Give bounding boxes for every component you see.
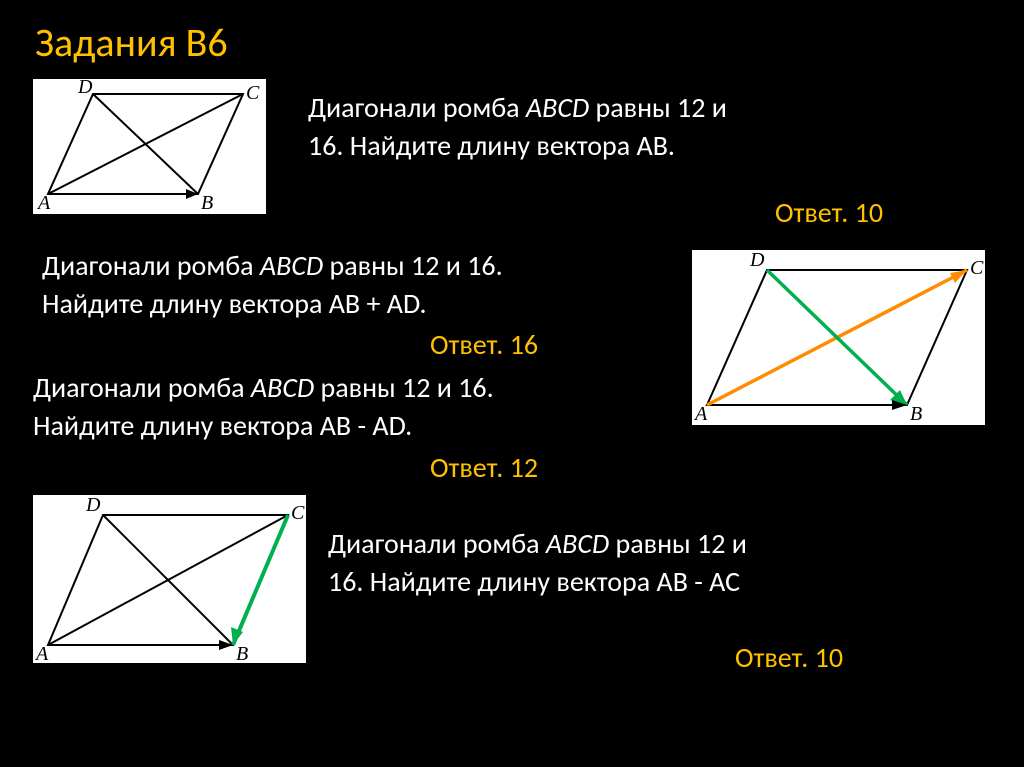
problem-4-text: Диагонали ромба ABCD равны 12 и 16. Найд… bbox=[328, 525, 1008, 601]
answer-1: Ответ. 10 bbox=[775, 195, 883, 230]
diagram-2: A B C D bbox=[692, 250, 985, 425]
answer-4: Ответ. 10 bbox=[735, 640, 843, 675]
p4-l1a: Диагонали ромба bbox=[328, 526, 546, 561]
answer-3: Ответ. 12 bbox=[430, 450, 538, 485]
p3-l2: Найдите длину вектора AB - AD. bbox=[33, 408, 412, 443]
problem-2-text: Диагонали ромба ABCD равны 12 и 16. Найд… bbox=[42, 247, 682, 323]
p3-l1b: равны 12 и 16. bbox=[314, 370, 493, 405]
diagram-1: A B C D bbox=[33, 79, 266, 214]
answer-2: Ответ. 16 bbox=[430, 327, 538, 362]
svg-text:B: B bbox=[201, 192, 213, 214]
p1-l1b: равны 12 и bbox=[589, 90, 727, 125]
svg-text:D: D bbox=[85, 495, 101, 516]
svg-text:C: C bbox=[246, 82, 260, 104]
svg-text:D: D bbox=[749, 250, 765, 271]
p3-l1a: Диагонали ромба bbox=[33, 370, 251, 405]
svg-text:A: A bbox=[36, 192, 51, 214]
p4-l2: 16. Найдите длину вектора AB - AC bbox=[328, 564, 740, 599]
slide-title: Задания В6 bbox=[0, 0, 1024, 67]
p2-abcd: ABCD bbox=[260, 248, 323, 283]
svg-text:B: B bbox=[910, 403, 922, 425]
svg-text:D: D bbox=[77, 79, 93, 98]
svg-text:C: C bbox=[970, 257, 984, 279]
p4-l1b: равны 12 и bbox=[609, 526, 747, 561]
problem-3-text: Диагонали ромба ABCD равны 12 и 16. Найд… bbox=[33, 369, 673, 445]
diagram-3: A B C D bbox=[33, 495, 306, 663]
p1-l1a: Диагонали ромба bbox=[308, 90, 526, 125]
p3-abcd: ABCD bbox=[251, 370, 314, 405]
content-area: A B C D Диагонали ромба ABCD равны 12 и … bbox=[0, 67, 1024, 764]
p1-l2: 16. Найдите длину вектора АВ. bbox=[308, 128, 675, 163]
p4-abcd: ABCD bbox=[546, 526, 609, 561]
p2-l1b: равны 12 и 16. bbox=[323, 248, 502, 283]
svg-text:A: A bbox=[34, 643, 49, 663]
problem-1-text: Диагонали ромба ABCD равны 12 и 16. Найд… bbox=[308, 89, 1008, 165]
p2-l1a: Диагонали ромба bbox=[42, 248, 260, 283]
svg-text:C: C bbox=[291, 502, 305, 524]
p1-abcd: ABCD bbox=[526, 90, 589, 125]
p2-l2: Найдите длину вектора AB + AD. bbox=[42, 286, 427, 321]
svg-text:B: B bbox=[236, 643, 248, 663]
svg-text:A: A bbox=[693, 403, 708, 425]
